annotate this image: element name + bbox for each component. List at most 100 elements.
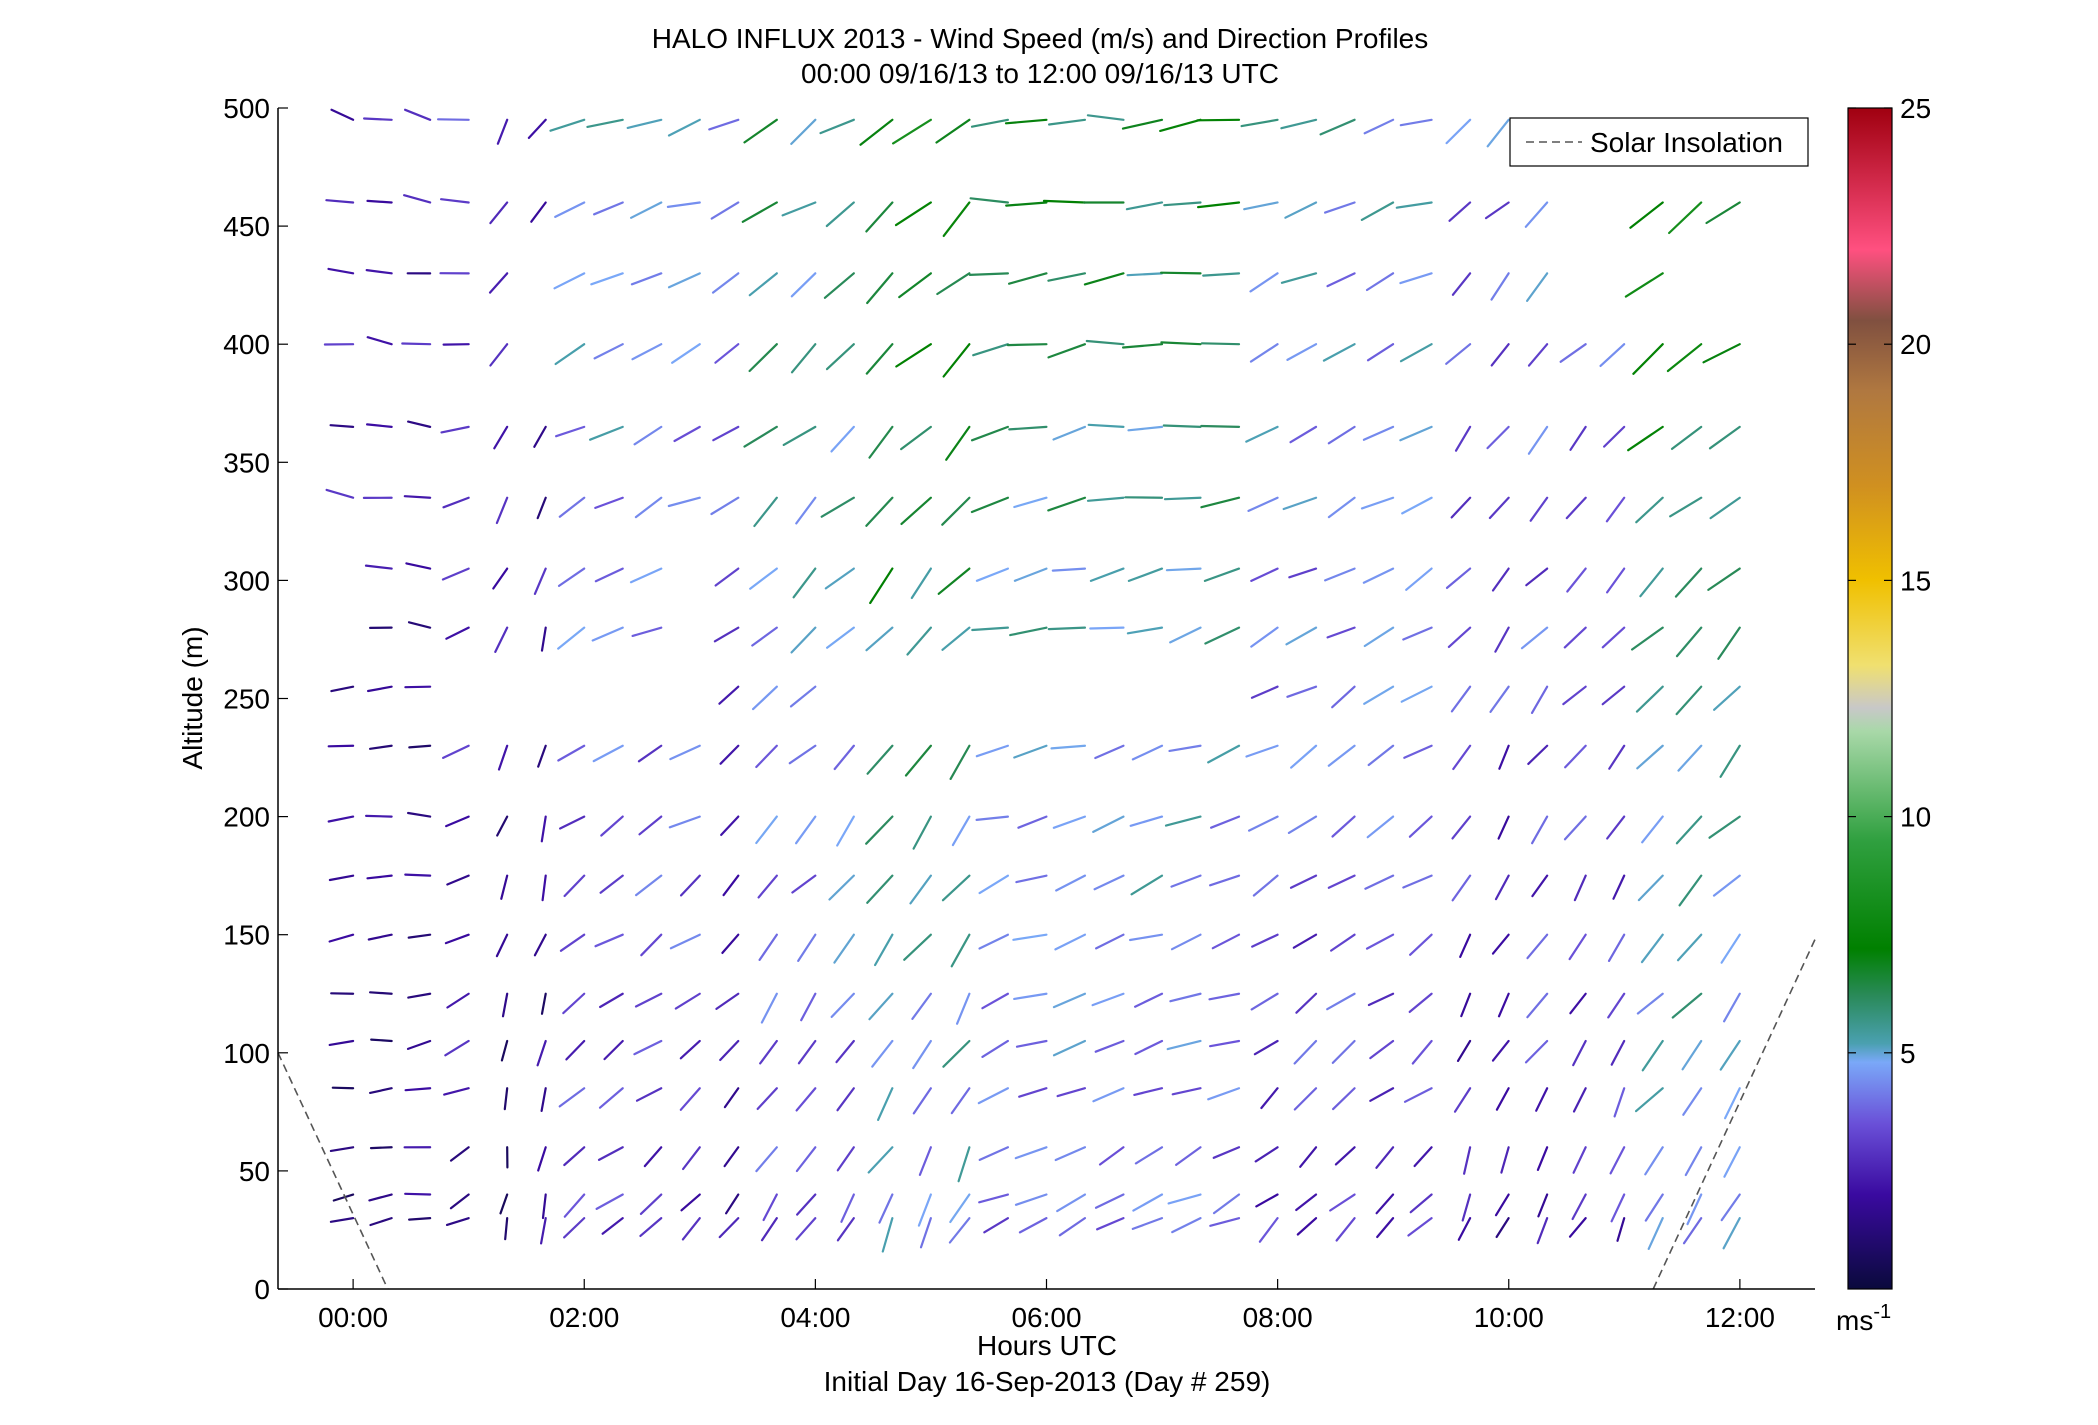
- wind-vector: [328, 1039, 355, 1047]
- wind-vector: [674, 992, 701, 1010]
- wind-vector: [1451, 272, 1472, 296]
- wind-vector: [639, 1217, 663, 1238]
- wind-vector: [563, 1146, 586, 1167]
- wind-vector: [1407, 1217, 1433, 1237]
- wind-vector: [1491, 933, 1510, 955]
- wind-vector: [1362, 567, 1395, 584]
- wind-vector: [667, 496, 701, 508]
- wind-vector: [712, 425, 740, 442]
- wind-vector: [446, 992, 470, 1009]
- wind-vector: [1087, 423, 1125, 428]
- wind-vector: [975, 815, 1010, 822]
- wind-vector: [586, 118, 624, 129]
- wind-vector: [407, 420, 432, 428]
- wind-vector: [329, 1146, 355, 1153]
- wind-vector: [1208, 992, 1241, 1001]
- wind-vector: [445, 815, 470, 828]
- wind-vector: [836, 1087, 855, 1112]
- wind-vector: [1329, 1193, 1356, 1212]
- wind-vector: [495, 933, 509, 958]
- wind-vector: [755, 815, 778, 845]
- wind-vector: [1047, 272, 1087, 282]
- wind-vector: [563, 1193, 586, 1218]
- x-tick-label: 08:00: [1243, 1302, 1313, 1333]
- wind-vector: [969, 197, 1010, 204]
- wind-vector: [1461, 1193, 1472, 1222]
- wind-vector: [942, 201, 971, 237]
- wind-vector: [865, 626, 894, 652]
- wind-vector: [1526, 933, 1549, 960]
- wind-vector: [368, 1193, 393, 1202]
- wind-vector: [755, 1146, 778, 1173]
- wind-vector: [1091, 992, 1125, 1007]
- wind-vector: [329, 424, 355, 428]
- wind-vector: [1636, 744, 1664, 770]
- wind-vector: [681, 1146, 701, 1171]
- wind-vector: [404, 1192, 432, 1196]
- wind-vector: [1121, 118, 1164, 130]
- wind-vector: [540, 992, 547, 1015]
- wind-vector: [488, 272, 509, 294]
- wind-vector: [1170, 874, 1202, 888]
- plot-area: 00:00 02:00 04:00 06:00 08:00 10:00 12:00 0 50 1…: [223, 93, 1816, 1333]
- wind-vector: [643, 1146, 663, 1168]
- wind-vector: [1209, 815, 1241, 829]
- wind-vector: [1456, 1039, 1472, 1063]
- wind-vector: [1006, 343, 1048, 347]
- wind-vector: [719, 1039, 740, 1062]
- wind-vector: [1042, 199, 1087, 204]
- wind-vector: [557, 567, 586, 588]
- wind-vector: [1500, 1146, 1510, 1174]
- wind-vector: [363, 117, 393, 121]
- wind-vector: [599, 874, 624, 894]
- wind-vector: [593, 343, 624, 360]
- wind-vector: [1056, 1087, 1087, 1098]
- wind-vector: [830, 425, 855, 453]
- wind-vector: [594, 496, 624, 509]
- wind-vector: [565, 1039, 586, 1061]
- wind-vector: [540, 626, 547, 652]
- wind-vector: [756, 1087, 778, 1111]
- wind-vector: [1013, 992, 1048, 1001]
- wind-vector: [722, 874, 740, 897]
- wind-vector: [942, 1039, 971, 1068]
- wind-vector: [1125, 201, 1164, 211]
- wind-vector: [1286, 343, 1318, 361]
- wind-vector: [1092, 815, 1125, 834]
- wind-vector: [1207, 744, 1241, 764]
- wind-vector: [1250, 626, 1279, 648]
- wind-vector: [1367, 744, 1395, 767]
- wind-vector: [1612, 874, 1626, 900]
- wind-vector: [669, 744, 701, 761]
- wind-vector: [1169, 626, 1202, 644]
- wind-vector: [1491, 1039, 1510, 1062]
- wind-vector: [1363, 626, 1395, 648]
- wind-vector: [792, 567, 817, 599]
- wind-vector: [1527, 425, 1549, 455]
- wind-vector: [489, 343, 509, 367]
- wind-vector: [1629, 201, 1664, 229]
- wind-vector: [530, 201, 547, 223]
- wind-vector: [949, 744, 971, 781]
- wind-vector: [500, 1039, 509, 1062]
- wind-vector: [1013, 567, 1048, 582]
- wind-vector: [667, 272, 701, 289]
- wind-vector: [1647, 1217, 1664, 1251]
- wind-vector: [1712, 874, 1741, 897]
- wind-vector: [983, 1217, 1010, 1234]
- wind-vector: [1282, 496, 1318, 511]
- wind-vector: [444, 1039, 470, 1057]
- wind-vector: [1013, 744, 1048, 759]
- wind-vector: [1121, 343, 1164, 349]
- wind-vector: [1616, 1217, 1626, 1242]
- y-tick-label: 400: [223, 329, 270, 360]
- wind-vector: [795, 1146, 817, 1173]
- wind-vector: [866, 272, 894, 305]
- wind-vector: [1375, 1193, 1395, 1215]
- wind-vector: [1682, 1087, 1703, 1116]
- wind-vector: [603, 1039, 624, 1061]
- wind-vector: [1607, 992, 1626, 1019]
- wind-vector: [791, 874, 817, 894]
- wind-vector: [1134, 1146, 1164, 1165]
- wind-vector: [1094, 1039, 1125, 1053]
